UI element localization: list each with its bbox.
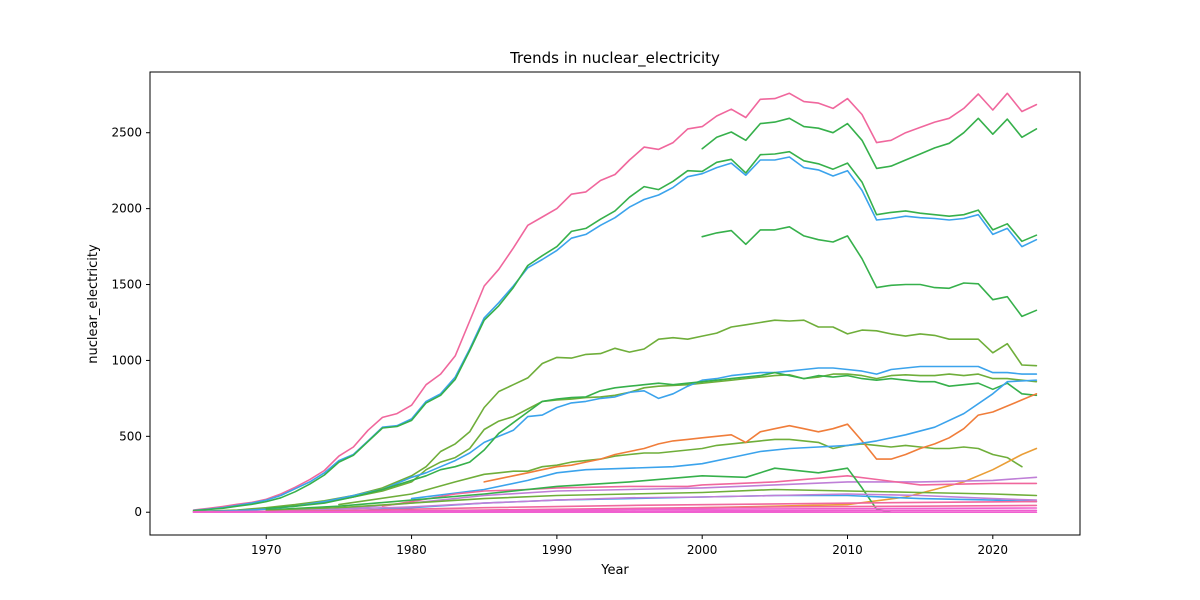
y-tick-label: 1000 (111, 353, 142, 367)
x-axis-ticks: 1970 1980 1990 2000 2010 2020 (251, 535, 1008, 557)
series-line-14 (338, 476, 1038, 511)
series-line-16 (265, 467, 892, 514)
y-tick-label: 1500 (111, 278, 142, 292)
x-tick-label: 1990 (542, 543, 573, 557)
x-tick-label: 2000 (687, 543, 718, 557)
plot-frame (149, 71, 1081, 536)
chart-title: Trends in nuclear_electricity (509, 49, 720, 68)
series-line-15 (381, 474, 1038, 508)
y-tick-label: 500 (119, 429, 142, 443)
y-axis-ticks: 0 500 1000 1500 2000 2500 (111, 126, 150, 519)
series-line-4 (701, 117, 1038, 170)
series-line-11 (483, 392, 1038, 483)
x-tick-label: 2020 (978, 543, 1009, 557)
series-line-19 (192, 493, 1038, 513)
series-line-3 (192, 150, 1038, 512)
y-axis-label: nuclear_electricity (86, 244, 101, 364)
x-tick-label: 2010 (832, 543, 863, 557)
series-line-17 (265, 488, 1038, 512)
x-tick-label: 1970 (251, 543, 282, 557)
y-tick-label: 0 (134, 505, 142, 519)
series-line-5 (701, 226, 1038, 318)
series-line-1 (192, 92, 1038, 511)
series-line-6 (192, 319, 1038, 513)
series-line-9 (265, 371, 1038, 510)
series-line-12 (410, 379, 1038, 500)
y-tick-label: 2000 (111, 202, 142, 216)
series-layer (192, 92, 1038, 514)
x-tick-label: 1980 (396, 543, 427, 557)
series-line-2 (192, 156, 1038, 512)
x-axis-label: Year (600, 563, 629, 578)
series-line-8 (192, 365, 1038, 513)
y-tick-label: 2500 (111, 126, 142, 140)
